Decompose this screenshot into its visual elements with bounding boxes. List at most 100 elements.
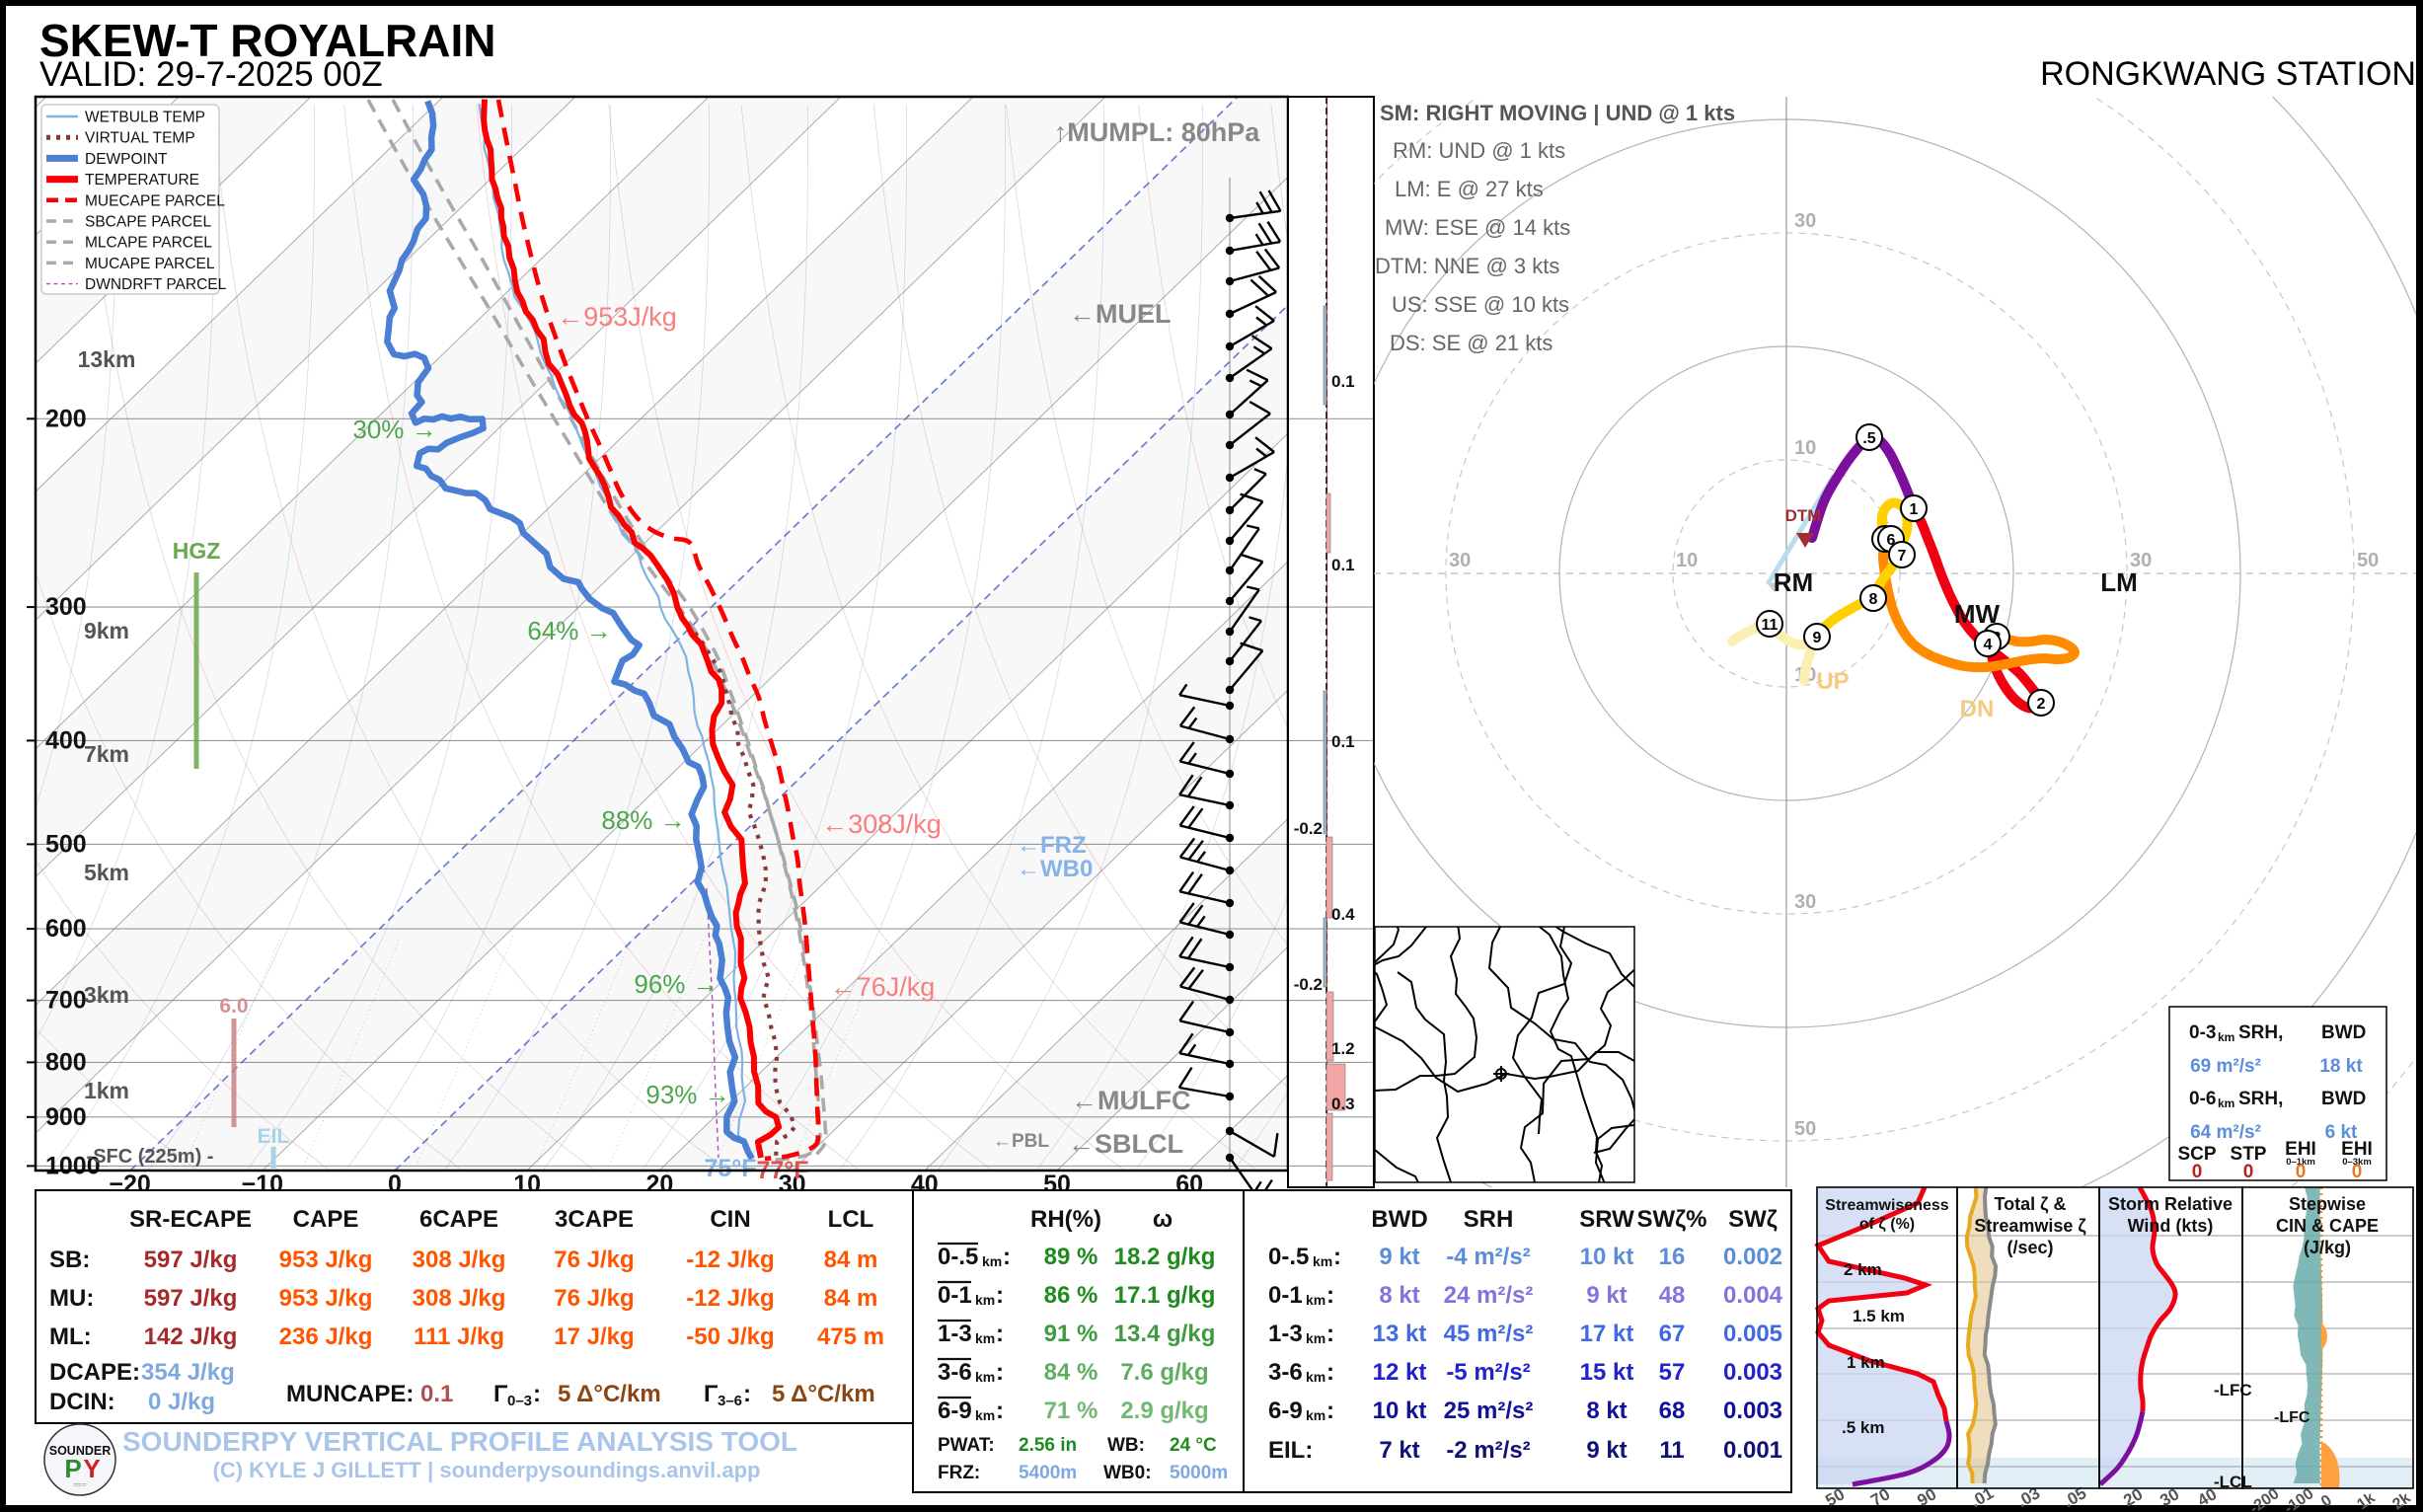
svg-text:17 kt: 17 kt xyxy=(1580,1321,1634,1347)
svg-text:16: 16 xyxy=(1659,1244,1686,1270)
svg-text:BWD: BWD xyxy=(2321,1089,2366,1109)
svg-text:SWζ: SWζ xyxy=(1728,1206,1778,1233)
svg-text:0-.5: 0-.5 xyxy=(1268,1244,1309,1270)
svg-text:0: 0 xyxy=(2243,1162,2254,1182)
svg-text:-LFC: -LFC xyxy=(2274,1409,2310,1426)
svg-text:3-6: 3-6 xyxy=(1268,1359,1303,1386)
svg-text:11: 11 xyxy=(1762,617,1779,634)
svg-text:7: 7 xyxy=(1898,548,1907,565)
svg-text::: : xyxy=(1326,1321,1334,1347)
svg-text:3–6: 3–6 xyxy=(718,1393,742,1409)
svg-text:18 kt: 18 kt xyxy=(2319,1056,2363,1077)
svg-text:6 kt: 6 kt xyxy=(2325,1122,2358,1143)
svg-text:0.005: 0.005 xyxy=(1723,1321,1782,1347)
svg-text:84 %: 84 % xyxy=(1044,1359,1098,1386)
svg-text:6.0: 6.0 xyxy=(219,995,248,1018)
svg-text:4: 4 xyxy=(1984,637,1993,653)
svg-text:RM: UND @ 1 kts: RM: UND @ 1 kts xyxy=(1393,138,1565,163)
svg-text:WB:: WB: xyxy=(1107,1435,1145,1456)
svg-text:MLCAPE PARCEL: MLCAPE PARCEL xyxy=(85,235,212,252)
svg-text:0-.5: 0-.5 xyxy=(938,1244,978,1270)
svg-text:LM: LM xyxy=(2100,567,2138,597)
svg-text:5 Δ°C/km: 5 Δ°C/km xyxy=(772,1381,875,1407)
svg-text:km: km xyxy=(1313,1253,1332,1269)
svg-text:0: 0 xyxy=(2296,1162,2307,1182)
svg-text:67: 67 xyxy=(1659,1321,1686,1347)
svg-text:953 J/kg: 953 J/kg xyxy=(279,1247,373,1273)
svg-text:2k: 2k xyxy=(2389,1489,2413,1512)
svg-text:←MULFC: ←MULFC xyxy=(1071,1086,1190,1115)
svg-text:1-3: 1-3 xyxy=(938,1321,972,1347)
svg-text:MU:: MU: xyxy=(49,1285,94,1312)
svg-text:←MUEL: ←MUEL xyxy=(1069,299,1172,329)
svg-text:km: km xyxy=(975,1292,995,1308)
svg-text:DTM: DTM xyxy=(1785,506,1822,525)
svg-text:64 m²/s²: 64 m²/s² xyxy=(2190,1122,2261,1143)
svg-text:1km: 1km xyxy=(84,1078,129,1103)
svg-text:75°F: 75°F xyxy=(704,1155,756,1182)
svg-text:88% →: 88% → xyxy=(601,805,685,835)
svg-text:597 J/kg: 597 J/kg xyxy=(144,1285,238,1312)
svg-text:DCIN:: DCIN: xyxy=(49,1389,115,1415)
svg-text:DEWPOINT: DEWPOINT xyxy=(85,151,168,168)
svg-text:km: km xyxy=(975,1407,995,1423)
svg-text:308 J/kg: 308 J/kg xyxy=(413,1285,506,1312)
svg-text:2: 2 xyxy=(2037,696,2046,713)
svg-text:Y: Y xyxy=(83,1454,100,1483)
svg-text:89 %: 89 % xyxy=(1044,1244,1098,1270)
svg-text:←FRZ: ←FRZ xyxy=(1017,832,1087,859)
svg-text:7km: 7km xyxy=(84,741,129,767)
svg-text:11: 11 xyxy=(1659,1437,1684,1464)
svg-text:←308J/kg: ←308J/kg xyxy=(821,809,942,839)
svg-text:0: 0 xyxy=(2352,1162,2363,1182)
svg-text:8 kt: 8 kt xyxy=(1586,1398,1627,1424)
svg-text:96% →: 96% → xyxy=(634,969,718,999)
svg-text:ω: ω xyxy=(1153,1206,1173,1233)
svg-text:DWNDRFT PARCEL: DWNDRFT PARCEL xyxy=(85,276,227,293)
svg-text:0.003: 0.003 xyxy=(1723,1398,1782,1424)
svg-text:8 kt: 8 kt xyxy=(1379,1282,1419,1309)
svg-text:17 J/kg: 17 J/kg xyxy=(554,1323,634,1350)
svg-text:SRH: SRH xyxy=(1464,1206,1514,1233)
svg-text:STP: STP xyxy=(2231,1144,2267,1165)
svg-text::: : xyxy=(996,1321,1004,1347)
svg-text:0.1: 0.1 xyxy=(1331,556,1355,574)
svg-text:-LFC: -LFC xyxy=(2214,1381,2252,1399)
svg-text:MUCAPE PARCEL: MUCAPE PARCEL xyxy=(85,256,215,272)
svg-text:236 J/kg: 236 J/kg xyxy=(279,1323,373,1350)
svg-text:64% →: 64% → xyxy=(527,616,611,645)
svg-text:0.004: 0.004 xyxy=(1723,1282,1783,1309)
svg-text:30: 30 xyxy=(2130,550,2152,571)
svg-text:-0.2: -0.2 xyxy=(1294,975,1323,994)
svg-text:EIL:: EIL: xyxy=(1268,1437,1313,1464)
svg-text:9km: 9km xyxy=(84,618,129,643)
svg-text:0.1: 0.1 xyxy=(420,1381,453,1407)
svg-text:3km: 3km xyxy=(84,982,129,1008)
svg-text:MUECAPE PARCEL: MUECAPE PARCEL xyxy=(85,192,225,209)
svg-text::: : xyxy=(1326,1398,1334,1424)
svg-text:-4 m²/s²: -4 m²/s² xyxy=(1446,1244,1530,1270)
svg-text:50: 50 xyxy=(1794,1118,1816,1140)
svg-text:6-9: 6-9 xyxy=(1268,1398,1303,1424)
svg-text::: : xyxy=(996,1398,1004,1424)
svg-text:7 kt: 7 kt xyxy=(1379,1437,1419,1464)
svg-text::: : xyxy=(996,1359,1004,1386)
svg-text:200: 200 xyxy=(45,405,87,432)
svg-text:.5: .5 xyxy=(1862,430,1875,447)
svg-text:(J/kg): (J/kg) xyxy=(2304,1238,2351,1257)
svg-text:5400m: 5400m xyxy=(1019,1463,1077,1483)
svg-text:FRZ:: FRZ: xyxy=(938,1463,980,1483)
svg-text:3-6: 3-6 xyxy=(938,1359,972,1386)
svg-text:BWD: BWD xyxy=(2321,1022,2366,1043)
svg-text:93% →: 93% → xyxy=(645,1080,729,1109)
svg-text:13 kt: 13 kt xyxy=(1373,1321,1427,1347)
svg-text:9 kt: 9 kt xyxy=(1586,1282,1627,1309)
svg-text:6CAPE: 6CAPE xyxy=(419,1206,498,1233)
svg-text:10 kt: 10 kt xyxy=(1373,1398,1427,1424)
svg-text:EHI: EHI xyxy=(2341,1139,2373,1160)
svg-text:LM: E @ 27 kts: LM: E @ 27 kts xyxy=(1395,177,1544,201)
svg-text:9 kt: 9 kt xyxy=(1586,1437,1627,1464)
svg-text:CIN & CAPE: CIN & CAPE xyxy=(2276,1216,2379,1236)
svg-text:0-1: 0-1 xyxy=(938,1282,972,1309)
svg-text:←WB0: ←WB0 xyxy=(1017,856,1093,882)
